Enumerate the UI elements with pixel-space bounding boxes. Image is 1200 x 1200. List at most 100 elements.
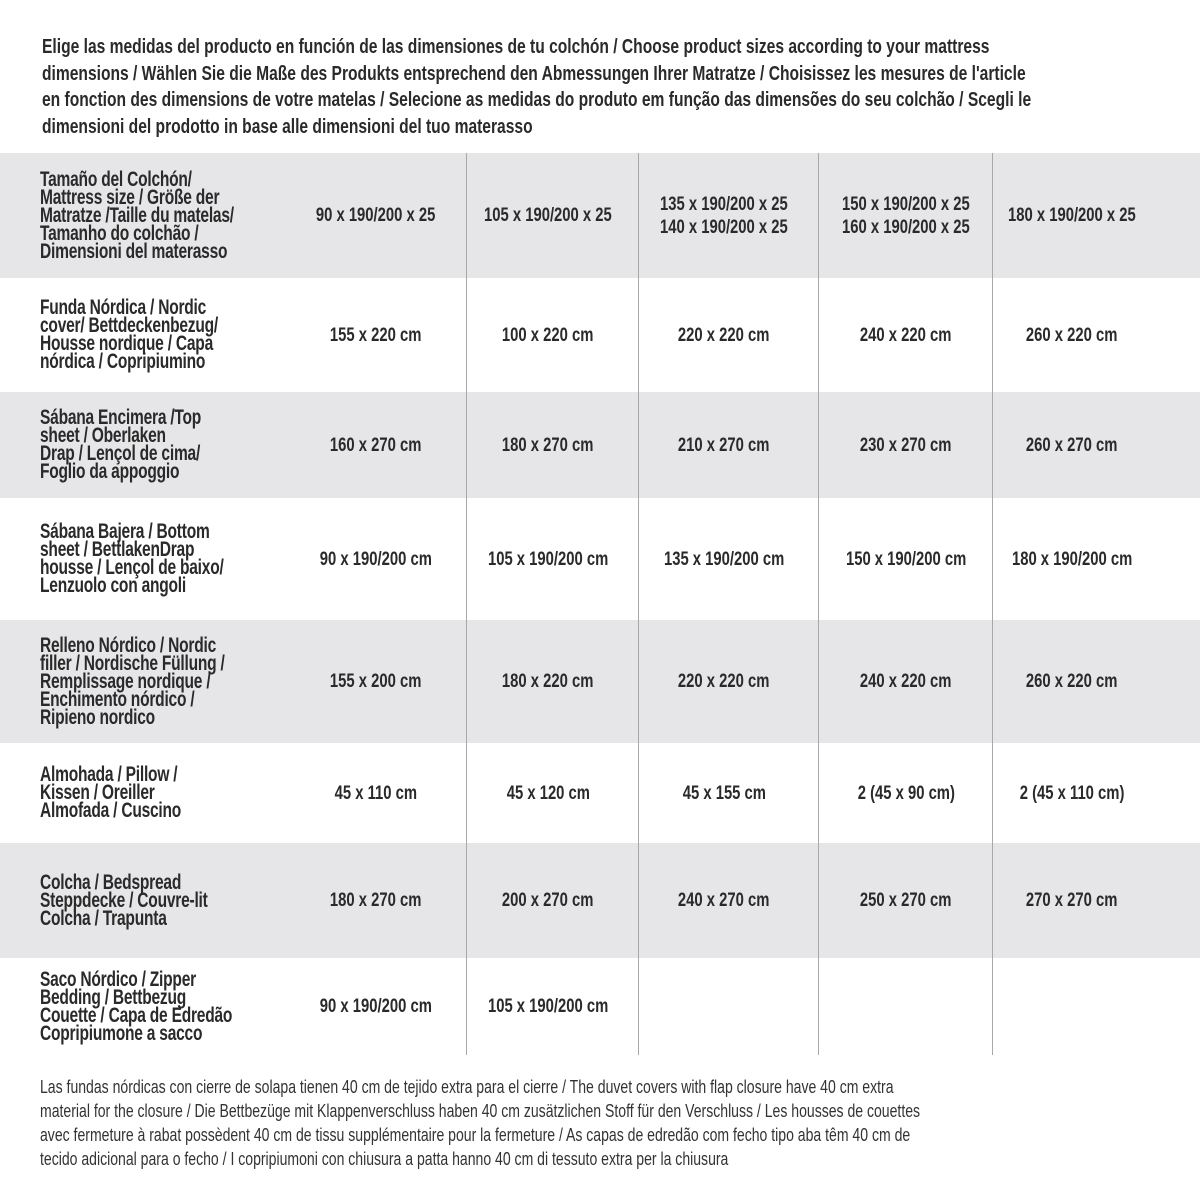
table-row: Sábana Bajera / Bottom sheet / BettlakenD… xyxy=(0,498,1200,620)
cell-value: 180 x 190/200 cm xyxy=(1011,548,1133,570)
footer-line: avec fermeture à rabat possèdent 40 cm d… xyxy=(40,1125,911,1145)
cell-value: 45 x 120 cm xyxy=(506,782,590,804)
cell-value: 180 x 190/200 x 25 xyxy=(1008,205,1136,226)
table-cell: 260 x 270 cm xyxy=(986,392,1158,498)
table-cell: 220 x 220 cm xyxy=(638,620,810,743)
row-label: Colcha / Bedspread Steppdecke / Couvre-li… xyxy=(40,870,267,929)
column-divider xyxy=(466,153,467,1055)
intro-line: Elige las medidas del producto en funció… xyxy=(42,36,990,58)
table-cell: 260 x 220 cm xyxy=(986,278,1158,392)
row-label-line: Tamaño del Colchón/ xyxy=(40,167,192,191)
cell-value: 260 x 270 cm xyxy=(1026,434,1118,456)
row-label-line: Kissen / Oreiller xyxy=(40,781,155,804)
row-label-line: sheet / BettlakenDrap xyxy=(40,538,195,561)
table-cell: 240 x 220 cm xyxy=(820,278,992,392)
cell-value: 45 x 110 cm xyxy=(334,782,418,804)
row-label-line: Dimensioni del materasso xyxy=(40,239,228,263)
table-cell: 260 x 220 cm xyxy=(986,620,1158,743)
row-label-line: sheet / Oberlaken xyxy=(40,424,166,447)
cell-value: 155 x 200 cm xyxy=(330,671,422,692)
row-label-line: Almofada / Cuscino xyxy=(40,799,182,822)
row-label-line: nórdica / Copripiumino xyxy=(40,350,206,373)
table-cell: 105 x 190/200 x 25 xyxy=(462,153,634,278)
table-cell xyxy=(986,958,1158,1055)
table-cell: 135 x 190/200 cm xyxy=(638,498,810,620)
table-cell: 2 (45 x 110 cm) xyxy=(986,743,1158,843)
table-cell: 2 (45 x 90 cm) xyxy=(820,743,992,843)
cell-value: 200 x 270 cm xyxy=(502,890,594,911)
table-row: Sábana Encimera /Top sheet / Oberlaken Dra… xyxy=(0,392,1200,498)
row-label-line: Bedding / Bettbezug xyxy=(40,985,186,1009)
table-cell: 105 x 190/200 cm xyxy=(462,958,634,1055)
row-label-line: Tamanho do colchão / xyxy=(40,221,199,245)
table-row: Funda Nórdica / Nordic cover/ Bettdeckenb… xyxy=(0,278,1200,392)
footer-line: Las fundas nórdicas con cierre de solapa… xyxy=(40,1077,894,1097)
row-label-line: Sábana Encimera /Top xyxy=(40,406,202,429)
table-cell: 210 x 270 cm xyxy=(638,392,810,498)
intro-line: dimensions / Wählen Sie die Maße des Pro… xyxy=(42,62,1026,85)
intro-line: dimensioni del prodotto in base alle dim… xyxy=(42,115,533,138)
table-cell: 270 x 270 cm xyxy=(986,843,1158,958)
cell-value: 45 x 155 cm xyxy=(682,782,766,804)
column-divider xyxy=(818,153,819,1055)
row-label: Relleno Nórdico / Nordic filler / Nordisc… xyxy=(40,633,289,729)
table-cell: 100 x 220 cm xyxy=(462,278,634,392)
cell-value: 2 (45 x 90 cm) xyxy=(857,782,955,804)
row-label-line: Mattress size / Größe der xyxy=(40,185,220,209)
cell-value: 220 x 220 cm xyxy=(678,671,770,692)
row-label-line: Enchimento nórdico / xyxy=(40,687,195,711)
cell-value: 90 x 190/200 x 25 xyxy=(316,205,436,226)
cell-value: 250 x 270 cm xyxy=(860,890,952,911)
row-label-line: Almohada / Pillow / xyxy=(40,763,178,786)
table-cell: 180 x 270 cm xyxy=(462,392,634,498)
table-cell: 180 x 190/200 cm xyxy=(986,498,1158,620)
cell-value: 140 x 190/200 x 25 xyxy=(660,216,788,238)
row-label-line: Housse nordique / Capa xyxy=(40,332,213,355)
table-cell: 250 x 270 cm xyxy=(820,843,992,958)
table-cell: 155 x 200 cm xyxy=(290,620,462,743)
row-label: Tamaño del Colchón/Mattress size / Größe… xyxy=(40,167,302,263)
table-cell xyxy=(638,958,810,1055)
row-label-line: Copripiumone a sacco xyxy=(40,1021,203,1045)
row-label-line: Drap / Lençol de cima/ xyxy=(40,442,201,465)
cell-value: 150 x 190/200 x 25 xyxy=(842,193,970,215)
footer-line: material for the closure / Die Bettbezüg… xyxy=(40,1101,921,1121)
row-label-line: Steppdecke / Couvre-lit xyxy=(40,888,208,912)
table-cell: 200 x 270 cm xyxy=(462,843,634,958)
cell-value: 240 x 220 cm xyxy=(860,324,952,346)
cell-value: 240 x 270 cm xyxy=(678,890,770,911)
table-cell: 230 x 270 cm xyxy=(820,392,992,498)
row-label-line: Colcha / Bedspread xyxy=(40,870,182,894)
cell-value: 220 x 220 cm xyxy=(678,324,770,346)
cell-value: 160 x 270 cm xyxy=(330,434,422,456)
cell-value: 180 x 270 cm xyxy=(330,890,422,911)
cell-value: 180 x 270 cm xyxy=(502,434,594,456)
cell-value: 150 x 190/200 cm xyxy=(845,548,967,570)
row-label: Funda Nórdica / Nordic cover/ Bettdeckenb… xyxy=(40,296,281,373)
intro-line: en fonction des dimensions de votre mate… xyxy=(42,89,1032,111)
table-header-row: Tamaño del Colchón/Mattress size / Größe… xyxy=(0,153,1200,278)
row-label-line: Ripieno nordico xyxy=(40,705,155,729)
table-cell: 220 x 220 cm xyxy=(638,278,810,392)
row-label-line: Relleno Nórdico / Nordic xyxy=(40,633,216,657)
row-label-line: Couette / Capa de Edredão xyxy=(40,1003,233,1027)
cell-value: 135 x 190/200 cm xyxy=(663,548,785,570)
row-label: Sábana Encimera /Top sheet / Oberlaken Dra… xyxy=(40,406,258,483)
row-label-line: Matratze /Taille du matelas/ xyxy=(40,203,234,227)
cell-value: 105 x 190/200 x 25 xyxy=(484,205,612,226)
cell-value: 90 x 190/200 cm xyxy=(319,996,433,1017)
column-divider xyxy=(992,153,993,1055)
table-cell: 240 x 220 cm xyxy=(820,620,992,743)
table-cell: 45 x 155 cm xyxy=(638,743,810,843)
table-cell: 45 x 120 cm xyxy=(462,743,634,843)
row-label-line: Funda Nórdica / Nordic xyxy=(40,296,207,319)
row-label-line: Lenzuolo con angoli xyxy=(40,574,186,597)
table-row: Almohada / Pillow / Kissen / Oreiller Almo… xyxy=(0,743,1200,843)
row-label-line: cover/ Bettdeckenbezug/ xyxy=(40,314,218,337)
row-label-line: Foglio da appoggio xyxy=(40,460,180,483)
cell-value: 230 x 270 cm xyxy=(860,434,952,456)
cell-value: 260 x 220 cm xyxy=(1026,671,1118,692)
cell-value: 105 x 190/200 cm xyxy=(487,996,609,1017)
cell-value: 100 x 220 cm xyxy=(502,324,594,346)
table-row: Relleno Nórdico / Nordic filler / Nordisc… xyxy=(0,620,1200,743)
